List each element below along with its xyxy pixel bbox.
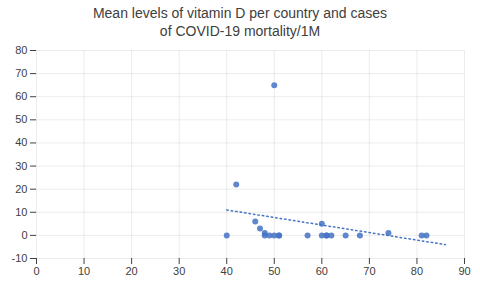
svg-text:10: 10 <box>78 266 90 278</box>
svg-text:80: 80 <box>411 266 423 278</box>
svg-text:40: 40 <box>15 137 27 149</box>
svg-text:40: 40 <box>221 266 233 278</box>
svg-text:70: 70 <box>15 68 27 80</box>
svg-text:70: 70 <box>363 266 375 278</box>
svg-text:30: 30 <box>173 266 185 278</box>
svg-text:50: 50 <box>15 114 27 126</box>
html-text:Mean levels of vitamin D per c: Mean levels of vitamin D per country and… <box>92 5 388 40</box>
svg-text:90: 90 <box>458 266 470 278</box>
svg-text:0: 0 <box>21 229 27 241</box>
svg-text:50: 50 <box>268 266 280 278</box>
svg-text:60: 60 <box>316 266 328 278</box>
svg-text:0: 0 <box>33 266 39 278</box>
svg-text:30: 30 <box>15 160 27 172</box>
svg-text:-10: -10 <box>12 252 28 264</box>
svg-text:80: 80 <box>15 44 27 56</box>
svg-text:20: 20 <box>125 266 137 278</box>
svg-text:10: 10 <box>15 206 27 218</box>
svg-text:20: 20 <box>15 183 27 195</box>
svg-text:60: 60 <box>15 91 27 103</box>
